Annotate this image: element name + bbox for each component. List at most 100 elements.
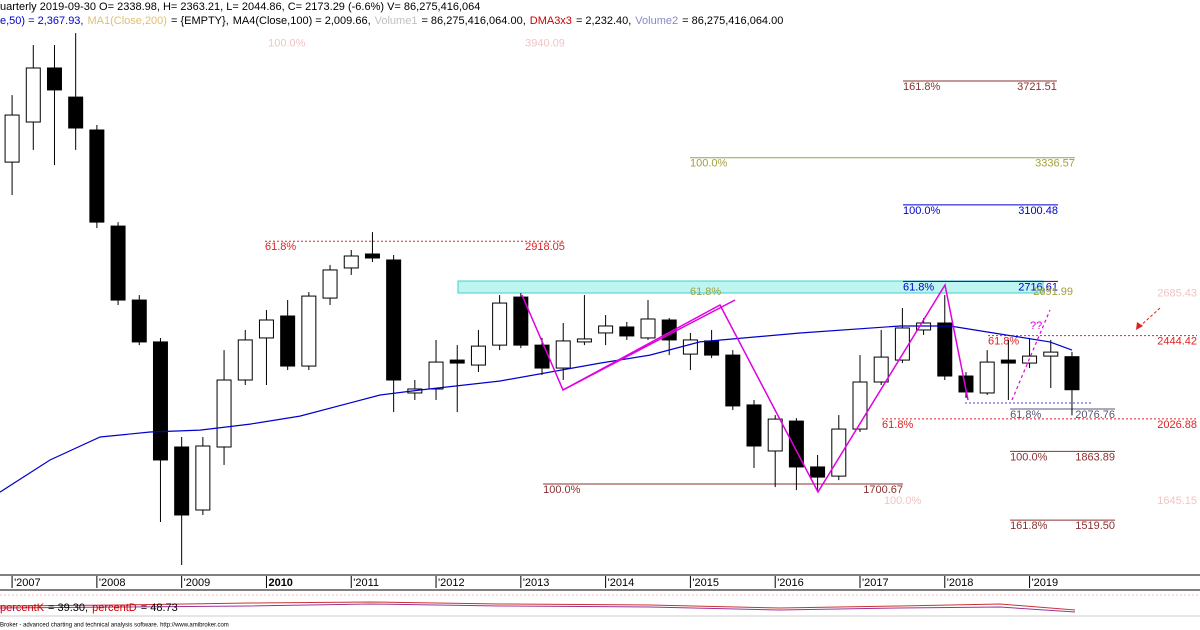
pattern-label: ?? <box>1030 320 1042 332</box>
candle-body <box>619 326 635 337</box>
pattern <box>521 282 1161 494</box>
level-price: 1519.50 <box>1075 520 1115 532</box>
candle-body <box>280 315 296 367</box>
legend-item: Volume1 <box>375 15 418 27</box>
footer: Broker - advanced charting and technical… <box>0 623 229 629</box>
candle-body <box>4 114 20 163</box>
level-price: 3100.48 <box>1018 205 1058 217</box>
indicator-item: = 39.30, <box>48 602 88 614</box>
level-pct: 61.8% <box>988 336 1019 348</box>
x-tick-label: '2018 <box>947 577 974 589</box>
candle-body <box>831 428 847 477</box>
indicator-item: percentD <box>92 602 137 614</box>
candle-body <box>555 340 571 369</box>
level-pct: 161.8% <box>903 81 941 93</box>
level-price: 1645.15 <box>1157 495 1197 507</box>
level-pct: 100.0% <box>884 495 922 507</box>
legend-item: MA4(Close,100) = 2,009.66, <box>233 15 371 27</box>
candle-body <box>322 269 338 299</box>
legend-item: Volume2 <box>635 15 678 27</box>
legend-item: DMA3x3 <box>530 15 572 27</box>
layout <box>457 280 1044 294</box>
moving-average <box>0 325 1073 493</box>
level-pct: 100.0% <box>690 158 728 170</box>
level-price: 3336.57 <box>1035 158 1075 170</box>
level-price: 2716.61 <box>1018 281 1058 293</box>
x-tick-label: '2015 <box>692 577 719 589</box>
candle-body <box>640 318 656 339</box>
indicator-item: percentK <box>0 602 45 614</box>
candle-body <box>873 356 889 383</box>
level-pct: 161.8% <box>1010 520 1048 532</box>
candle-body <box>68 96 84 129</box>
level-pct: 61.8% <box>1010 409 1041 421</box>
x-tick-label: '2008 <box>99 577 126 589</box>
level-pct: 61.8% <box>690 286 721 298</box>
candle-body <box>131 299 147 343</box>
x-tick-label: '2009 <box>184 577 211 589</box>
candle-body <box>534 344 550 369</box>
header: uarterly 2019-09-30 O= 2338.98, H= 2363.… <box>0 1 480 13</box>
x-tick-label: '2014 <box>608 577 635 589</box>
candle-body <box>725 354 741 407</box>
pattern-line <box>562 282 969 494</box>
indicator-item: = 48.73 <box>141 602 178 614</box>
candle-body <box>746 404 762 447</box>
level-pct: 100.0% <box>543 484 581 496</box>
candle-body <box>258 319 274 339</box>
x-tick-label: '2016 <box>777 577 804 589</box>
level-price: 2444.42 <box>1157 336 1197 348</box>
level-price: 2026.88 <box>1157 419 1197 431</box>
fib-levels: 161.8% 3721.51 100.0% 3336.57 100.0% 3100.48 6… <box>264 37 1198 532</box>
candle-body <box>852 381 868 430</box>
candle-body <box>364 253 380 259</box>
candle-body <box>979 361 995 394</box>
level-price: 2691.99 <box>1033 286 1073 298</box>
candle-body <box>449 359 465 364</box>
candle-body <box>788 420 804 468</box>
price-zone <box>457 280 1044 294</box>
legend-item: = 2,232.40, <box>576 15 631 27</box>
candle-body <box>46 67 62 91</box>
candle-body <box>513 296 529 346</box>
level-pct: 100.0% <box>268 37 306 49</box>
arrow-head <box>1136 322 1143 330</box>
level-price: 3940.09 <box>525 37 565 49</box>
level-pct: 61.8% <box>903 281 934 293</box>
x-tick-label: 2010 <box>268 577 292 589</box>
x-tick-label: '2007 <box>14 577 41 589</box>
x-tick-label: '2011 <box>353 577 379 589</box>
candle-body <box>598 325 614 334</box>
pattern-projection <box>1011 309 1051 401</box>
candle-body <box>576 338 592 343</box>
level-price: 1863.89 <box>1075 451 1115 463</box>
candle-body <box>386 259 402 381</box>
level-price: 2685.43 <box>1157 288 1197 300</box>
candle-body <box>152 341 168 461</box>
legend-item: e,50) = 2,367.93, <box>0 15 83 27</box>
indicator-legend: percentK = 39.30, percentD = 48.73 <box>0 602 178 614</box>
candle-body <box>174 446 190 516</box>
level-pct: 61.8% <box>882 419 913 431</box>
legend-item: = 86,275,416,064.00 <box>682 15 783 27</box>
candle-body <box>682 339 698 355</box>
candle-body <box>89 129 105 223</box>
candle-body <box>1043 351 1059 357</box>
level-pct: 100.0% <box>903 205 941 217</box>
candles <box>0 33 1080 566</box>
candle-body <box>110 225 126 301</box>
candle-body <box>767 418 783 452</box>
x-tick-label: '2013 <box>523 577 550 589</box>
candle-body <box>1064 356 1080 391</box>
x-tick-label: '2019 <box>1032 577 1059 589</box>
legend-item: = 86,275,416,064.00, <box>421 15 525 27</box>
candle-body <box>704 340 720 356</box>
candle-body <box>1000 359 1016 364</box>
level-price: 1700.67 <box>863 484 903 496</box>
level-price: 2076.76 <box>1075 409 1115 421</box>
candle-body <box>937 322 953 377</box>
candle-body <box>195 445 211 511</box>
